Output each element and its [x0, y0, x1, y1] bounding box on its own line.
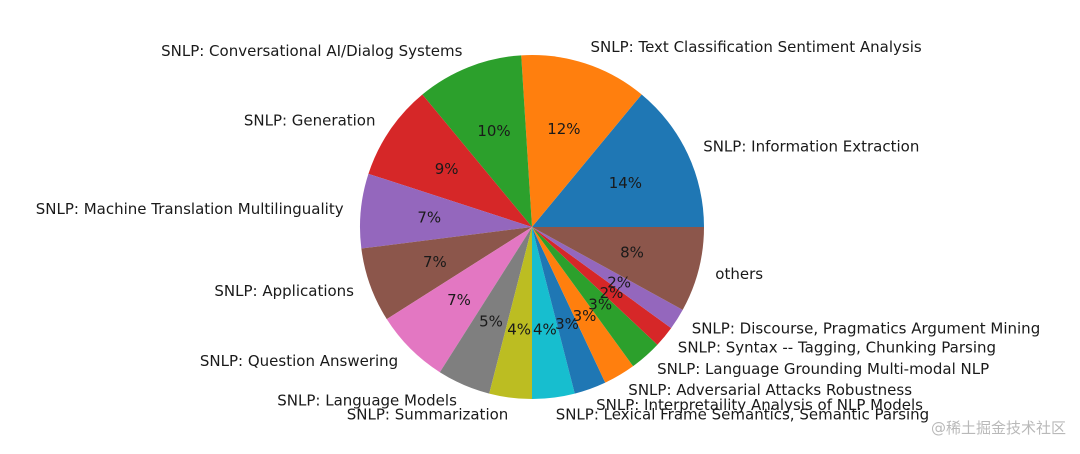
slice-category-label: SNLP: Question Answering	[200, 352, 398, 370]
slice-category-label: SNLP: Adversarial Attacks Robustness	[628, 381, 912, 399]
slice-category-label: SNLP: Information Extraction	[703, 137, 919, 155]
pie-slice	[532, 227, 672, 345]
pie-slice	[386, 227, 532, 373]
slice-category-label: SNLP: Conversational AI/Dialog Systems	[161, 42, 462, 60]
slice-percent-label: 3%	[573, 307, 597, 325]
slice-category-label: SNLP: Generation	[244, 112, 376, 130]
slice-percent-label: 2%	[600, 284, 624, 302]
slice-percent-label: 8%	[620, 244, 644, 262]
slice-percent-label: 9%	[435, 160, 459, 178]
pie-slice	[521, 55, 642, 227]
slice-percent-label: 3%	[588, 295, 612, 313]
slice-category-label: SNLP: Interpretaility Analysis of NLP Mo…	[596, 396, 923, 414]
slice-category-label: SNLP: Applications	[214, 282, 354, 300]
slice-percent-label: 7%	[417, 208, 441, 226]
slice-category-label: SNLP: Language Grounding Multi-modal NLP	[657, 360, 989, 378]
slice-percent-label: 4%	[533, 320, 557, 338]
slice-category-label: SNLP: Discourse, Pragmatics Argument Min…	[692, 319, 1041, 337]
pie-slice	[532, 227, 704, 310]
slice-category-label: SNLP: Language Models	[277, 392, 457, 410]
slice-category-label: SNLP: Summarization	[347, 406, 509, 424]
slice-percent-label: 3%	[555, 315, 579, 333]
slice-percent-label: 12%	[547, 120, 580, 138]
slice-percent-label: 4%	[507, 320, 531, 338]
pie-slice	[532, 227, 575, 399]
slice-category-label: SNLP: Lexical Frame Semantics, Semantic …	[556, 406, 930, 424]
slice-category-label: SNLP: Machine Translation Multilingualit…	[36, 200, 344, 218]
slice-percent-label: 5%	[479, 313, 503, 331]
pie-slices	[360, 55, 704, 399]
slice-percent-label: 7%	[447, 291, 471, 309]
pie-slice	[439, 227, 532, 394]
slice-percent-label: 14%	[609, 174, 642, 192]
slice-percent-label: 10%	[477, 122, 510, 140]
pie-slice	[532, 94, 704, 227]
slice-category-label: SNLP: Syntax -- Tagging, Chunking Parsin…	[678, 339, 996, 357]
pie-slice	[368, 94, 532, 227]
pie-slice	[360, 173, 532, 249]
pie-slice	[532, 227, 683, 329]
pie-slice	[361, 227, 532, 320]
pie-slice	[532, 227, 658, 367]
pie-slice	[489, 227, 532, 399]
pie-slice	[532, 227, 606, 394]
slice-category-label: others	[715, 265, 763, 283]
slice-percent-label: 7%	[423, 253, 447, 271]
watermark-text: @稀土掘金技术社区	[930, 419, 1066, 437]
percent-labels: 14%12%10%9%7%7%7%5% 4% 4%3%3%3%2%2%8%	[417, 120, 643, 339]
slice-category-label: SNLP: Text Classification Sentiment Anal…	[591, 38, 922, 56]
slice-percent-label: 2%	[607, 273, 631, 291]
pie-slice	[422, 55, 532, 228]
pie-slice	[532, 227, 634, 383]
slice-labels: SNLP: Information Extraction SNLP: Text C…	[36, 38, 1040, 424]
